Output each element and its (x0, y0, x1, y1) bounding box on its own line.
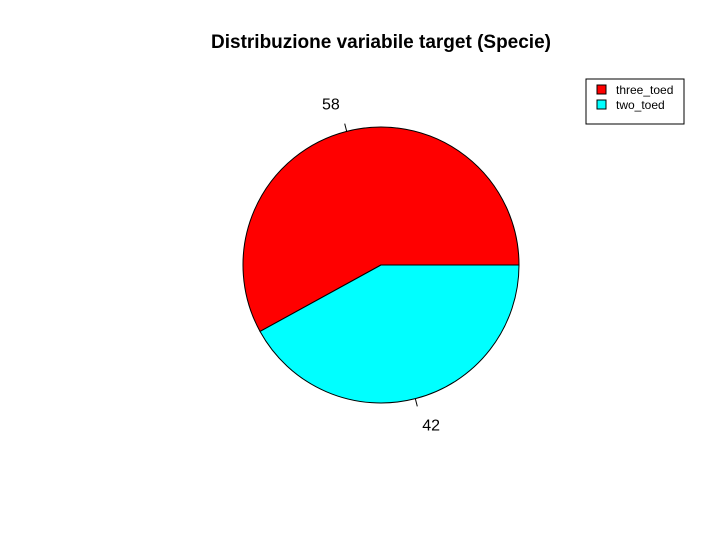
legend-swatch-three-toed (596, 84, 607, 95)
pie-slice-two-toed (259, 264, 520, 404)
pie-label-two-toed: 42 (422, 418, 440, 435)
pie-label-tick-two-toed (414, 398, 418, 407)
pie-slices (242, 126, 520, 404)
pie-label-three-toed: 58 (322, 96, 340, 113)
pie-label-tick-three-toed (344, 123, 348, 132)
legend-label-two-toed: two_toed (616, 98, 665, 112)
pie-labels: 58 42 (322, 96, 440, 434)
legend-box (585, 78, 685, 125)
chart-title: Distribuzione variabile target (Specie) (211, 32, 551, 53)
legend-swatch-two-toed (596, 99, 607, 110)
legend-label-three-toed: three_toed (616, 83, 673, 97)
